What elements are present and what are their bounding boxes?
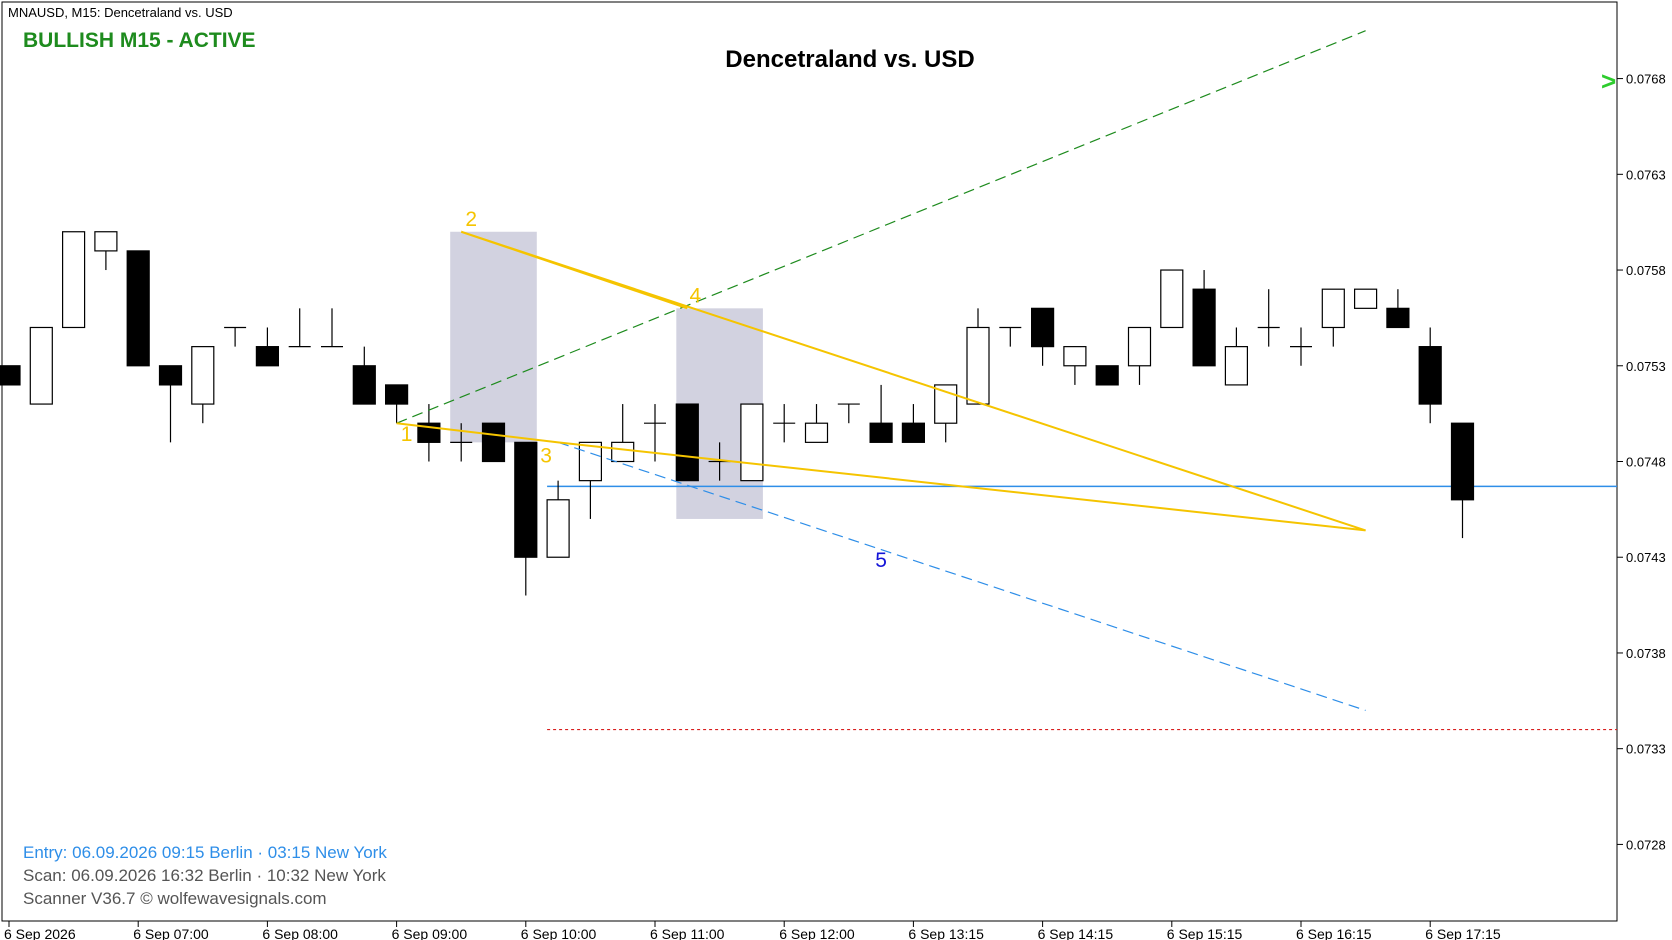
price-axis: 0.0768 0.0763 0.0758 0.0753 0.0748 0.0743 0.07… [1617, 72, 1666, 852]
time-tick-label: 6 Sep 16:15 [1296, 926, 1372, 940]
price-tick-label: 0.0738 [1626, 646, 1666, 661]
time-tick-label: 6 Sep 08:00 [262, 926, 338, 940]
time-axis: 6 Sep 2026 6 Sep 07:00 6 Sep 08:00 6 Sep 09… [4, 921, 1501, 940]
time-tick-label: 6 Sep 07:00 [133, 926, 209, 940]
candle-bear [158, 365, 183, 386]
entry-info: Entry: 06.09.2026 09:15 Berlin · 03:15 N… [23, 843, 387, 862]
wave-point-label-1: 1 [401, 423, 413, 446]
candle-bull [740, 403, 764, 482]
candle-bear [255, 346, 279, 367]
price-tick-label: 0.0743 [1626, 550, 1666, 565]
candle-bull [29, 326, 53, 405]
candle-bull [1063, 346, 1087, 367]
scanner-footer: Scanner V36.7 © wolfewavesignals.com [23, 889, 327, 908]
pattern-zones [450, 231, 763, 519]
candle-bear [514, 441, 538, 558]
symbol-label: MNAUSD, M15: Dencetraland vs. USD [8, 5, 233, 20]
chart-title: Dencetraland vs. USD [725, 46, 975, 73]
plot-frame [1, 1, 1618, 922]
time-tick-label: 6 Sep 09:00 [392, 926, 468, 940]
candle-bull [1127, 326, 1152, 367]
candle-bull [1353, 288, 1378, 309]
price-tick-label: 0.0763 [1626, 167, 1666, 182]
wolfe-wave-line [396, 230, 1366, 532]
candle-bull [966, 326, 990, 405]
time-tick-label: 6 Sep 2026 [4, 926, 76, 940]
candle-bear [1450, 422, 1475, 501]
pattern-zone-1 [450, 231, 537, 443]
price-tick-label: 0.0733 [1626, 742, 1666, 757]
candle-bear [869, 422, 893, 443]
candle-bull [61, 231, 86, 329]
wave-point-label-4: 4 [689, 284, 701, 307]
candle-bear [352, 365, 376, 405]
candle-bear [0, 365, 21, 386]
candle-bear [1030, 307, 1055, 348]
time-tick-label: 6 Sep 11:00 [650, 926, 725, 940]
candle-bull [94, 231, 118, 252]
candle-bear [675, 403, 699, 482]
price-tick-label: 0.0768 [1626, 72, 1666, 87]
price-tick-label: 0.0728 [1626, 837, 1666, 852]
time-tick-label: 6 Sep 15:15 [1167, 926, 1243, 940]
signal-arrow-icon: > [1601, 66, 1616, 96]
scan-info: Scan: 06.09.2026 16:32 Berlin · 10:32 Ne… [23, 866, 386, 885]
time-tick-label: 6 Sep 13:15 [908, 926, 984, 940]
candle-bear [1192, 288, 1216, 367]
candle-bull [578, 441, 603, 482]
candle-bull [1224, 346, 1249, 386]
time-tick-label: 6 Sep 12:00 [779, 926, 855, 940]
candle-bear [385, 384, 409, 405]
price-tick-label: 0.0748 [1626, 455, 1666, 470]
price-tick-label: 0.0758 [1626, 263, 1666, 278]
candle-bear [1418, 346, 1442, 405]
candle-bull [1321, 288, 1345, 329]
candle-bull [546, 499, 570, 558]
candle-bull [804, 422, 829, 443]
price-tick-label: 0.0753 [1626, 359, 1666, 374]
wave-point-label-2: 2 [465, 208, 477, 231]
candle-bear [1095, 365, 1119, 386]
time-tick-label: 6 Sep 17:15 [1425, 926, 1501, 940]
candle-bear [1386, 307, 1410, 329]
wave-point-label-5: 5 [875, 549, 887, 572]
time-tick-label: 6 Sep 10:00 [521, 926, 597, 940]
time-tick-label: 6 Sep 14:15 [1038, 926, 1114, 940]
levels [547, 485, 1617, 731]
candle-bear [901, 422, 926, 443]
candle-bear [481, 422, 506, 463]
wave-point-label-3: 3 [540, 444, 552, 467]
candles [0, 231, 1475, 596]
trend-line [396, 30, 1366, 424]
target-line [557, 441, 1366, 711]
candle-bull [1160, 269, 1184, 329]
candle-bear [126, 250, 150, 367]
wolfe-wave: 1 2 3 4 5 [396, 30, 1366, 711]
status-label: BULLISH M15 - ACTIVE [23, 29, 256, 52]
candle-bull [934, 384, 958, 424]
candle-bull [191, 346, 215, 405]
candle-bull [611, 441, 635, 463]
